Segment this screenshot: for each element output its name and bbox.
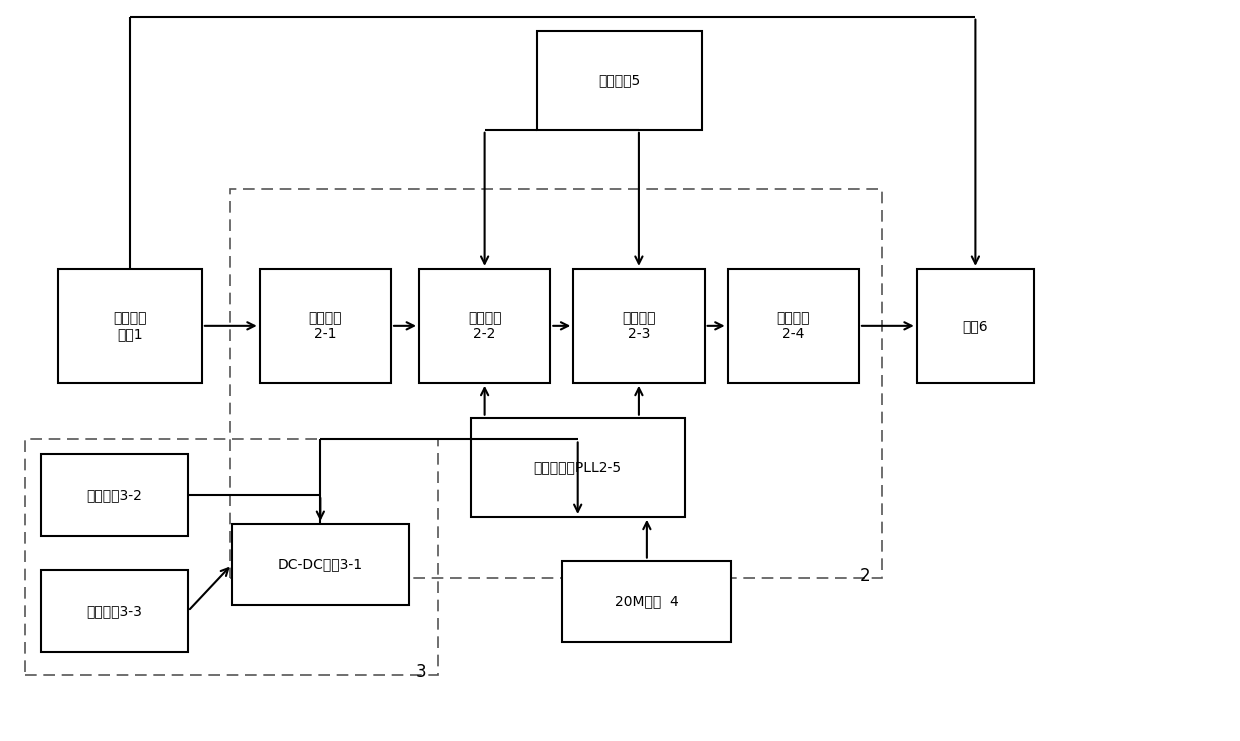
Text: 相机6: 相机6 xyxy=(962,319,988,333)
Bar xyxy=(419,269,551,383)
Bar xyxy=(41,571,188,652)
Bar xyxy=(41,454,188,536)
Text: 外部电源3-2: 外部电源3-2 xyxy=(87,488,143,502)
Bar xyxy=(57,269,202,383)
Bar xyxy=(573,269,704,383)
Bar xyxy=(259,269,391,383)
Text: 2: 2 xyxy=(859,567,870,585)
Text: 闸门模块
2-1: 闸门模块 2-1 xyxy=(309,310,342,341)
Text: 计时模块
2-2: 计时模块 2-2 xyxy=(467,310,501,341)
Text: 锁存模块
2-3: 锁存模块 2-3 xyxy=(622,310,656,341)
Bar xyxy=(728,269,859,383)
Text: DC-DC模块3-1: DC-DC模块3-1 xyxy=(278,557,363,571)
Text: 内部电池3-3: 内部电池3-3 xyxy=(87,604,143,618)
Bar xyxy=(916,269,1034,383)
Text: 3: 3 xyxy=(415,662,425,681)
Bar xyxy=(562,560,732,642)
Text: 20M时钟  4: 20M时钟 4 xyxy=(615,594,678,608)
Bar xyxy=(471,418,684,517)
Text: 存储模圵5: 存储模圵5 xyxy=(599,73,641,87)
Bar xyxy=(537,30,702,130)
Text: 数字锁相环PLL2-5: 数字锁相环PLL2-5 xyxy=(533,460,621,474)
Text: 前向通道
模剗1: 前向通道 模剗1 xyxy=(113,310,146,341)
Bar xyxy=(25,439,438,675)
Text: 触发模块
2-4: 触发模块 2-4 xyxy=(776,310,810,341)
Bar xyxy=(229,190,882,579)
Bar xyxy=(232,524,409,605)
